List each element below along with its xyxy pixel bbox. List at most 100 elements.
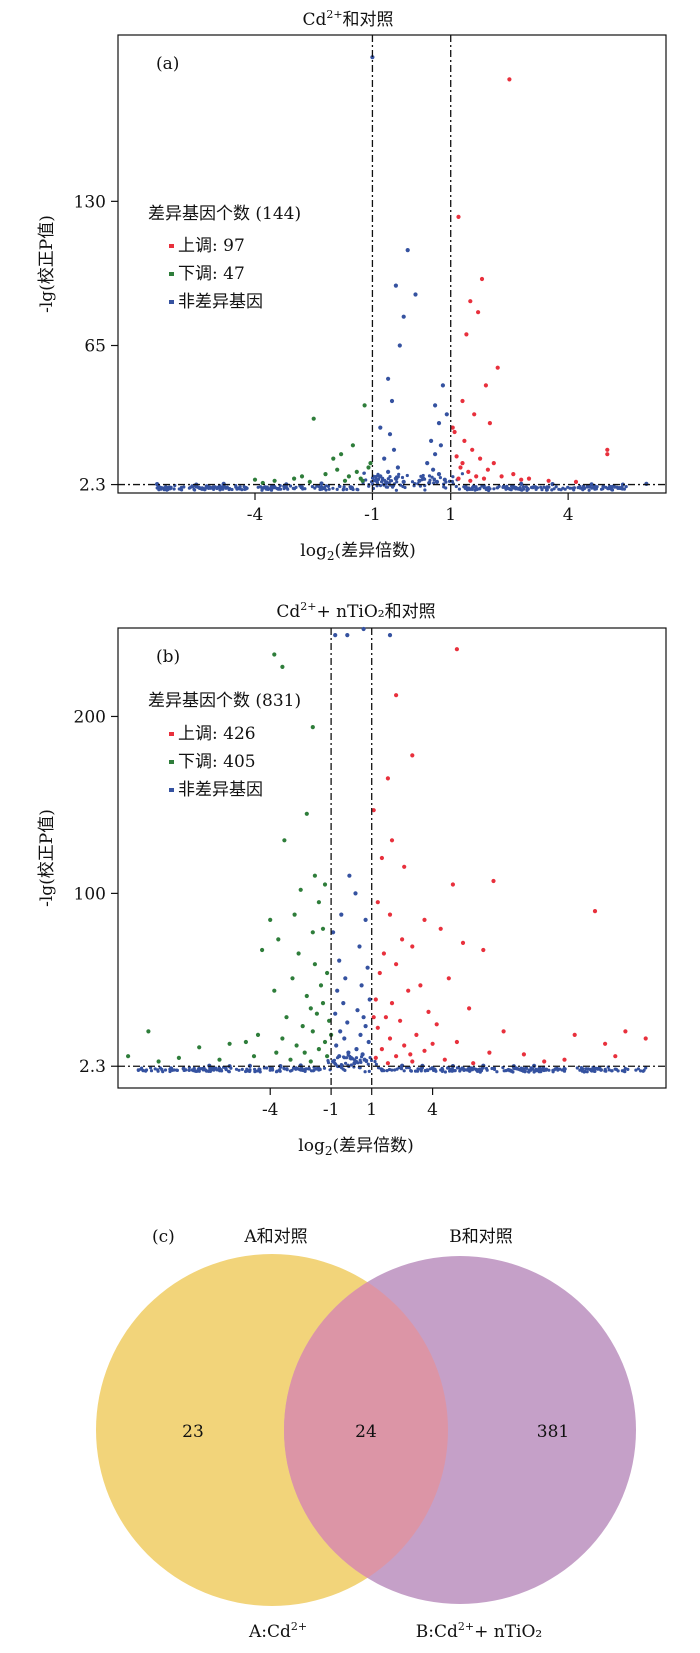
plot-b-point-ns xyxy=(298,1063,303,1068)
plot-b-background-point xyxy=(551,1070,555,1074)
plot-b-point-down xyxy=(296,951,301,956)
plot-b-point-up xyxy=(454,647,459,652)
plot-b-point-up xyxy=(375,900,380,905)
plot-b-point-down xyxy=(284,1015,289,1020)
plot-a-background-point xyxy=(405,473,409,478)
plot-a-background-point xyxy=(563,487,567,491)
plot-a-background-point xyxy=(507,486,511,491)
plot-b-point-up xyxy=(373,1055,378,1060)
plot-a-point-up xyxy=(456,214,461,219)
plot-a-point-ns xyxy=(405,248,410,253)
plot-a-background-point xyxy=(492,487,496,491)
plot-a-background-point xyxy=(230,487,234,492)
plot-a-background-point xyxy=(244,487,248,491)
plot-b-point-up xyxy=(394,693,399,698)
plot-b-point-up xyxy=(387,912,393,917)
plot-b-point-up xyxy=(383,1015,388,1020)
plot-b-point-ns xyxy=(361,1015,366,1020)
plot-b-y-tick-label: 100 xyxy=(74,884,106,904)
plot-b-point-up xyxy=(389,1001,395,1006)
plot-a-background-point xyxy=(505,484,509,488)
plot-a-legend-up-label: 上调: 97 xyxy=(178,236,245,256)
plot-a-background-point xyxy=(438,476,442,480)
plot-a-background-point xyxy=(320,487,324,491)
plot-b-point-down xyxy=(197,1045,202,1050)
plot-a-background-point xyxy=(256,485,260,489)
plot-b-point-ns xyxy=(366,1039,371,1045)
plot-a-point-ns xyxy=(221,481,226,486)
plot-b-point-ns xyxy=(337,1054,342,1059)
plot-b-point-up xyxy=(643,1036,648,1041)
plot-b-point-ns xyxy=(365,965,370,970)
plot-b-point-up xyxy=(471,1061,476,1066)
plot-b-point-ns xyxy=(343,976,348,981)
plot-b-background-point xyxy=(349,1057,353,1061)
plot-a-background-point xyxy=(559,488,563,492)
plot-b-background-point xyxy=(419,1069,423,1073)
plot-a-background-point xyxy=(395,480,399,484)
plot-b-background-point xyxy=(379,1068,384,1072)
plot-a-background-point xyxy=(450,479,454,484)
plot-a-point-ns xyxy=(387,432,393,437)
plot-b-point-ns xyxy=(334,1043,339,1048)
plot-b-x-axis-label: log2(差异倍数) xyxy=(298,1136,413,1158)
plot-a-background-point xyxy=(236,486,240,490)
plot-a-background-point xyxy=(587,488,591,492)
plot-b-point-down xyxy=(300,1024,305,1029)
plot-a-background-point xyxy=(320,485,324,489)
plot-b-point-down xyxy=(280,664,285,670)
plot-a-point-down xyxy=(252,477,258,482)
plot-a-background-point xyxy=(217,484,221,488)
plot-b-background-point xyxy=(344,1061,348,1065)
plot-b-x-tick-label: 4 xyxy=(427,1100,438,1120)
plot-a-background-point xyxy=(182,485,186,489)
plot-b-background-point xyxy=(416,1067,420,1071)
plot-a-point-ns xyxy=(421,476,426,481)
plot-b-background-point xyxy=(529,1068,533,1072)
plot-b-background-point xyxy=(187,1068,191,1072)
plot-b-background-point xyxy=(616,1069,620,1073)
plot-a-background-point xyxy=(469,487,473,491)
plot-b-point-ns xyxy=(363,917,368,923)
plot-b-point-ns xyxy=(359,983,364,988)
plot-b-background-point xyxy=(163,1068,168,1072)
plot-b-background-point xyxy=(356,1061,360,1065)
plot-b-point-up xyxy=(410,944,415,949)
plot-b-point-up xyxy=(481,947,486,953)
plot-b-point-up xyxy=(373,997,378,1002)
plot-a-y-tick-label: 2.3 xyxy=(79,476,106,496)
plot-b-point-up xyxy=(460,940,466,946)
plot-b-background-point xyxy=(451,1067,455,1072)
plot-b-point-down xyxy=(282,838,287,843)
plot-a-background-point xyxy=(286,487,290,491)
plot-b-point-up xyxy=(387,1036,393,1041)
plot-b-background-point xyxy=(490,1066,494,1071)
plot-b-background-point xyxy=(560,1068,564,1072)
plot-b-point-ns xyxy=(335,988,340,993)
plot-b-point-down xyxy=(316,1047,321,1052)
plot-a-point-up xyxy=(468,299,473,304)
plot-a-background-point xyxy=(421,473,425,478)
plot-b-point-up xyxy=(501,1029,506,1034)
plot-b-background-point xyxy=(642,1068,646,1072)
plot-b-point-up xyxy=(385,776,390,781)
plot-b-background-point xyxy=(385,1069,389,1073)
plot-b-background-point xyxy=(407,1066,411,1070)
plot-b-point-down xyxy=(260,947,265,953)
plot-b-point-down xyxy=(146,1029,151,1034)
plot-b-background-point xyxy=(626,1067,630,1071)
plot-a-background-point xyxy=(327,487,331,491)
plot-b-background-point xyxy=(326,1061,331,1065)
plot-b-background-point xyxy=(274,1070,279,1074)
plot-b-point-down xyxy=(318,983,324,988)
plot-a-point-up xyxy=(452,429,457,435)
plot-b-background-point xyxy=(636,1067,641,1071)
plot-a-background-point xyxy=(601,484,606,488)
plot-a-point-down xyxy=(311,416,316,421)
plot-a-point-up xyxy=(468,478,473,483)
plot-a-point-up xyxy=(472,412,477,417)
plot-b-background-point xyxy=(156,1068,160,1072)
plot-a-background-point xyxy=(610,484,614,489)
plot-b-background-point xyxy=(390,1068,394,1072)
plot-b-background-point xyxy=(317,1066,321,1070)
